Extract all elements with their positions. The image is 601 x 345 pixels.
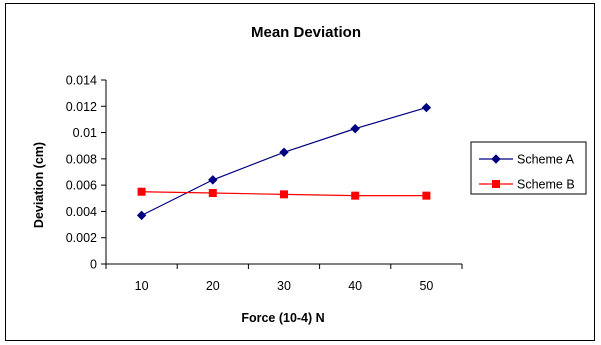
y-tick-label: 0.006: [66, 179, 97, 193]
data-point-scheme-a: [279, 147, 289, 157]
data-point-scheme-b: [280, 190, 288, 199]
legend-marker-scheme-a: [491, 154, 501, 164]
y-tick-label: 0.004: [66, 205, 97, 219]
data-point-scheme-b: [351, 191, 360, 200]
data-point-scheme-a: [421, 102, 432, 113]
y-tick-label: 0.01: [73, 126, 97, 140]
x-axis-title: Force (10-4) N: [241, 311, 324, 325]
data-point-scheme-a: [136, 210, 147, 221]
y-tick-label: 0.014: [66, 74, 97, 88]
legend-label-scheme-a: Scheme A: [517, 153, 575, 167]
y-tick-label: 0.012: [66, 100, 97, 114]
data-point-scheme-b: [422, 191, 431, 200]
y-tick-label: 0.002: [66, 231, 97, 245]
plot-area: 0 0.002 0.004 0.006 0.008 0.01 0.012 0.014 10 20 3…: [66, 74, 463, 293]
series-line-scheme-a: [141, 107, 427, 216]
x-tick-label: 10: [135, 279, 149, 293]
legend-marker-scheme-b: [492, 180, 500, 188]
y-tick-label: 0: [90, 258, 97, 272]
data-point-scheme-b: [208, 189, 217, 198]
legend: Scheme A Scheme B: [470, 141, 587, 195]
data-point-scheme-a: [208, 175, 218, 185]
y-tick-label: 0.008: [66, 152, 97, 166]
x-tick-label: 50: [419, 279, 433, 293]
x-tick-label: 30: [277, 279, 291, 293]
x-tick-label: 40: [348, 279, 362, 293]
legend-label-scheme-b: Scheme B: [517, 178, 575, 192]
legend-box: [470, 141, 587, 195]
data-point-scheme-b: [137, 187, 146, 196]
x-tick-label: 20: [206, 279, 220, 293]
y-axis-title: Deviation (cm): [32, 142, 46, 228]
data-point-scheme-a: [350, 123, 360, 134]
chart-title: Mean Deviation: [251, 24, 361, 41]
